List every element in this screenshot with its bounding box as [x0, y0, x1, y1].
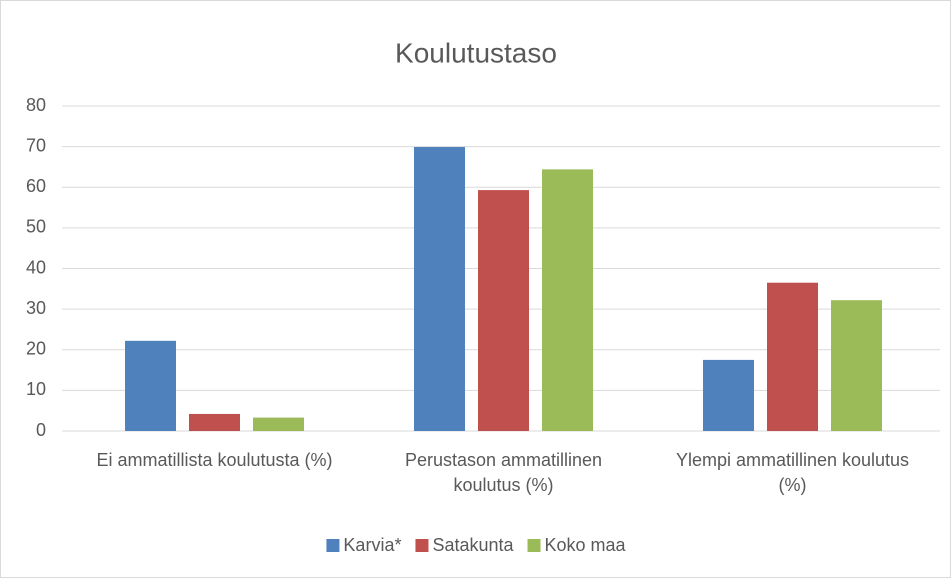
y-tick-label: 50	[26, 217, 46, 237]
bar	[189, 413, 240, 431]
bar	[831, 300, 882, 431]
legend-swatch	[326, 539, 340, 552]
chart-title: Koulutustaso	[395, 37, 557, 68]
y-tick-label: 70	[26, 135, 46, 155]
y-tick-label: 80	[26, 95, 46, 115]
y-tick-label: 30	[26, 298, 46, 318]
legend-label: Satakunta	[432, 535, 514, 555]
bar	[703, 359, 754, 431]
bar	[253, 417, 304, 431]
y-tick-label: 60	[26, 176, 46, 196]
legend-swatch	[415, 539, 429, 552]
y-tick-label: 40	[26, 257, 46, 277]
x-tick-label-box: Ylempi ammatillinen koulutus (%)	[675, 450, 910, 495]
y-tick-label: 10	[26, 379, 46, 399]
x-tick-label: Ei ammatillista koulutusta (%)	[96, 450, 333, 470]
bar	[767, 282, 818, 431]
x-tick-label-box: Ei ammatillista koulutusta (%)	[96, 450, 333, 470]
legend-swatch	[527, 539, 541, 552]
bar	[542, 169, 593, 431]
bar	[125, 340, 176, 431]
bar	[478, 190, 529, 431]
x-tick-label: Ylempi ammatillinen koulutus (%)	[675, 450, 910, 495]
y-tick-label: 0	[36, 420, 46, 440]
legend-label: Koko maa	[545, 535, 627, 555]
legend: Karvia* Satakunta Koko maa	[326, 535, 627, 555]
bar	[414, 147, 465, 431]
x-tick-label-box: Perustason ammatillinen koulutus (%)	[404, 450, 603, 495]
y-tick-label: 20	[26, 339, 46, 359]
x-tick-label: Perustason ammatillinen koulutus (%)	[404, 450, 603, 495]
legend-label: Karvia*	[343, 535, 401, 555]
